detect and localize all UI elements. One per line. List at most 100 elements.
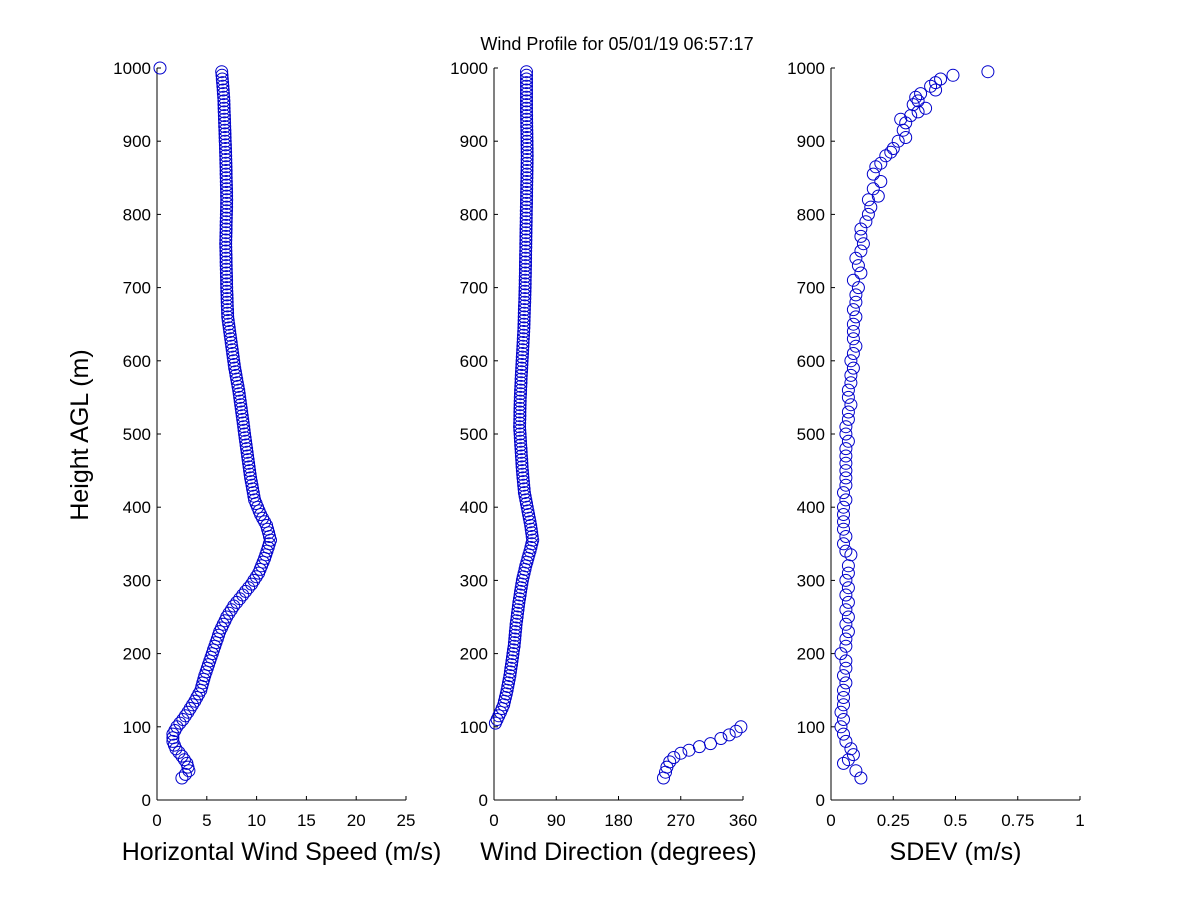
data-point — [525, 526, 539, 540]
data-point — [219, 226, 233, 240]
data-point — [834, 705, 848, 719]
data-point — [851, 259, 865, 273]
data-point — [219, 218, 233, 232]
data-point — [518, 266, 532, 280]
data-point — [894, 112, 908, 126]
y-tick-label: 1000 — [787, 59, 825, 78]
data-point — [516, 343, 530, 357]
data-point — [247, 573, 261, 587]
data-point — [514, 434, 527, 448]
data-point — [224, 603, 238, 617]
data-point — [841, 610, 855, 624]
data-point — [170, 720, 184, 734]
data-point — [525, 530, 539, 543]
y-tick-label: 400 — [123, 498, 151, 517]
data-point — [929, 83, 943, 97]
data-point — [841, 390, 855, 404]
data-point — [219, 244, 233, 258]
data-point — [219, 262, 233, 276]
y-tick-label: 700 — [123, 279, 151, 298]
data-point — [856, 237, 870, 251]
data-point — [839, 588, 853, 602]
data-point — [513, 398, 527, 412]
data-point — [846, 347, 860, 360]
y-tick-label: 800 — [123, 205, 151, 224]
y-tick-label: 100 — [123, 718, 151, 737]
data-point — [519, 222, 533, 236]
data-point — [224, 332, 238, 346]
data-point — [520, 90, 533, 104]
data-point — [520, 193, 533, 207]
chart-speed: 0 5 10 15 20 25 0 100 200 300 400 500 600 700 800 900 10… — [113, 59, 441, 866]
data-point — [520, 120, 534, 134]
data-point — [839, 573, 853, 587]
data-point — [514, 445, 528, 459]
data-point — [510, 614, 524, 628]
data-point — [518, 292, 532, 306]
data-point — [516, 471, 530, 485]
data-point — [515, 460, 529, 474]
data-point — [256, 511, 270, 525]
data-point — [514, 449, 528, 463]
data-point — [218, 131, 232, 144]
data-point — [507, 636, 521, 650]
data-point — [219, 211, 233, 225]
data-point — [515, 577, 529, 591]
data-point — [837, 756, 850, 770]
data-point — [514, 438, 528, 452]
data-point — [260, 519, 274, 532]
data-point — [220, 295, 234, 309]
y-tick-label: 900 — [123, 132, 151, 151]
y-tick-label: 0 — [142, 791, 151, 810]
data-point — [837, 727, 850, 741]
data-point — [220, 182, 233, 196]
y-tick-label: 100 — [797, 718, 825, 737]
data-point — [520, 98, 533, 112]
data-point — [219, 207, 233, 221]
data-point — [258, 515, 272, 529]
data-point — [216, 79, 230, 93]
data-point — [225, 339, 239, 353]
data-point — [221, 310, 235, 324]
data-point — [186, 698, 199, 712]
data-point — [219, 145, 233, 159]
y-tick-label: 500 — [460, 425, 488, 444]
data-point — [242, 581, 256, 595]
data-point — [516, 339, 530, 353]
data-point — [514, 368, 528, 382]
data-point — [861, 207, 875, 221]
data-point — [513, 409, 527, 423]
data-point — [839, 478, 853, 492]
x-tick-label: 180 — [604, 811, 632, 830]
data-point — [217, 105, 231, 119]
data-point — [242, 456, 256, 470]
data-point — [240, 442, 254, 456]
data-point — [846, 332, 860, 346]
data-point — [513, 431, 527, 445]
x-tick-label: 0.75 — [1001, 811, 1034, 830]
data-point — [854, 244, 868, 258]
data-point — [178, 709, 192, 723]
data-point — [891, 134, 905, 148]
data-point — [512, 595, 526, 609]
data-point — [520, 112, 534, 126]
data-point — [874, 175, 888, 188]
data-point — [172, 745, 186, 759]
data-point — [846, 317, 860, 331]
data-point — [515, 365, 528, 379]
data-point — [839, 493, 853, 507]
data-point — [524, 522, 538, 536]
data-point — [205, 647, 219, 661]
data-point — [508, 628, 522, 642]
data-point — [236, 588, 250, 602]
data-point — [218, 116, 232, 130]
data-point — [520, 153, 534, 166]
data-point — [526, 533, 540, 547]
data-point — [241, 453, 255, 467]
data-point — [240, 445, 254, 459]
data-point — [216, 76, 230, 90]
y-tick-label: 800 — [460, 205, 488, 224]
x-tick-label: 0.25 — [877, 811, 910, 830]
data-point — [233, 390, 247, 404]
data-point — [866, 182, 880, 196]
